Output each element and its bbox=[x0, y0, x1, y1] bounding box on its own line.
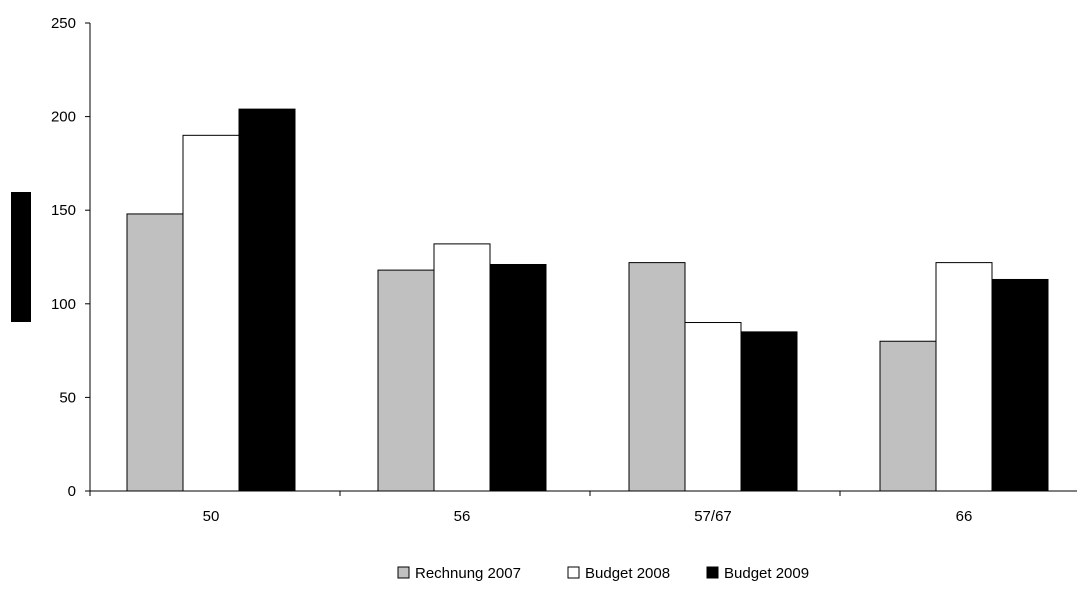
legend-label: Rechnung 2007 bbox=[415, 565, 521, 582]
legend-label: Budget 2009 bbox=[724, 565, 809, 582]
bar-budget-2009-66 bbox=[991, 278, 1049, 492]
y-tick-label: 200 bbox=[51, 109, 76, 126]
bar-rechnung-2007-57-67 bbox=[628, 262, 686, 492]
bars bbox=[126, 108, 1049, 492]
y-ticks: 0 50 100 150 200 250 bbox=[51, 15, 90, 500]
y-axis-label-redaction bbox=[11, 192, 31, 322]
legend-label: Budget 2008 bbox=[585, 565, 670, 582]
y-tick-label: 150 bbox=[51, 202, 76, 219]
legend-swatch bbox=[567, 566, 580, 579]
x-tick-label: 56 bbox=[454, 508, 471, 525]
bar-budget-2008-57-67 bbox=[684, 322, 742, 492]
y-tick-label: 0 bbox=[68, 483, 76, 500]
bar-rechnung-2007-66 bbox=[879, 340, 937, 492]
bar-budget-2009-57-67 bbox=[740, 331, 798, 492]
y-tick-label: 100 bbox=[51, 296, 76, 313]
x-tick-label: 57/67 bbox=[694, 508, 732, 525]
bar-rechnung-2007-56 bbox=[377, 269, 435, 492]
y-tick-label: 250 bbox=[51, 15, 76, 32]
bar-rechnung-2007-50 bbox=[126, 213, 184, 492]
legend-swatch bbox=[706, 566, 719, 579]
y-tick-label: 50 bbox=[59, 389, 76, 406]
bar-budget-2008-50 bbox=[182, 134, 240, 492]
x-tick-label: 66 bbox=[956, 508, 973, 525]
x-ticks: 50 56 57/67 66 bbox=[89, 491, 973, 525]
x-tick-label: 50 bbox=[203, 508, 220, 525]
bar-budget-2008-66 bbox=[935, 262, 993, 492]
bar-budget-2009-56 bbox=[489, 263, 547, 492]
legend-swatch bbox=[397, 566, 410, 579]
legend: Rechnung 2007 Budget 2008 Budget 2009 bbox=[397, 565, 809, 582]
bar-budget-2008-56 bbox=[433, 243, 491, 492]
bar-budget-2009-50 bbox=[238, 108, 296, 492]
